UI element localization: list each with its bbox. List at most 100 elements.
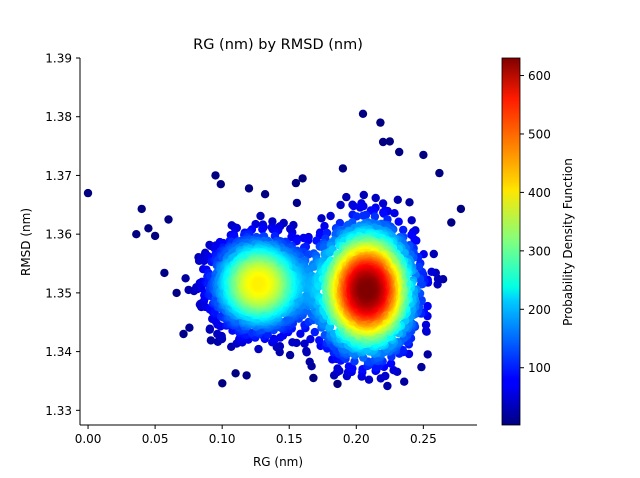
scatter-point — [185, 323, 194, 332]
x-axis-label: RG (nm) — [253, 455, 303, 469]
x-tick-label: 0.00 — [75, 432, 102, 446]
scatter-point — [359, 190, 368, 200]
x-tick-label: 0.25 — [410, 432, 437, 446]
y-axis-label: RMSD (nm) — [19, 208, 33, 276]
scatter-point — [275, 342, 285, 351]
scatter-point — [253, 279, 263, 288]
scatter-point — [326, 211, 335, 221]
scatter-points — [83, 109, 466, 391]
scatter-point — [394, 217, 403, 226]
scatter-point — [400, 377, 409, 386]
x-tick-label: 0.10 — [209, 432, 236, 446]
scatter-point — [333, 379, 342, 389]
scatter-point — [211, 171, 220, 180]
scatter-point — [352, 212, 361, 221]
scatter-point — [305, 357, 314, 366]
colorbar: 100 200 300 400 500 600 Probability Density F… — [501, 57, 575, 426]
scatter-point — [256, 211, 265, 221]
scatter-point — [288, 338, 297, 347]
scatter-point — [359, 211, 368, 220]
scatter-point — [285, 350, 295, 360]
scatter-point — [306, 335, 315, 344]
scatter-point — [456, 204, 466, 214]
scatter-point — [395, 147, 404, 157]
scatter-point — [336, 200, 345, 210]
scatter-point — [421, 326, 431, 336]
scatter-point — [258, 225, 267, 234]
scatter-point — [150, 231, 160, 241]
scatter-point — [344, 362, 354, 371]
scatter-point — [217, 331, 226, 341]
scatter-point — [370, 212, 380, 221]
y-ticks: 1.33 1.34 1.35 1.36 1.37 1.38 1.39 — [45, 52, 80, 418]
scatter-point — [244, 184, 254, 193]
scatter-point — [144, 224, 153, 233]
scatter-point — [376, 118, 385, 127]
colorbar-tick-label: 600 — [528, 69, 551, 83]
scatter-point — [231, 369, 240, 378]
chart-title: RG (nm) by RMSD (nm) — [193, 37, 363, 53]
scatter-point — [427, 267, 436, 276]
scatter-point — [292, 198, 302, 208]
scatter-point — [363, 285, 372, 294]
scatter-point — [386, 359, 396, 368]
scatter-point — [393, 195, 402, 204]
scatter-point — [381, 371, 390, 381]
scatter-point — [383, 381, 392, 391]
scatter-point — [296, 329, 305, 338]
scatter-point — [350, 357, 359, 366]
y-tick-label: 1.37 — [45, 169, 72, 183]
scatter-point — [349, 201, 358, 211]
scatter-point — [342, 192, 351, 202]
scatter-point — [205, 324, 215, 333]
scatter-point — [314, 282, 324, 291]
scatter-point — [206, 336, 216, 345]
scatter-point — [399, 225, 408, 235]
colorbar-tick-label: 400 — [528, 186, 551, 200]
scatter-point — [417, 362, 426, 372]
y-tick-label: 1.34 — [45, 345, 72, 359]
scatter-point — [315, 336, 324, 345]
colorbar-tick-label: 300 — [528, 244, 551, 258]
scatter-point — [291, 178, 301, 188]
scatter-point — [419, 150, 428, 160]
scatter-point — [385, 137, 394, 146]
scatter-point — [407, 216, 416, 225]
scatter-point — [260, 190, 270, 199]
y-tick-label: 1.33 — [45, 404, 72, 418]
scatter-point — [421, 320, 431, 330]
y-tick-label: 1.39 — [45, 52, 72, 66]
scatter-point — [179, 329, 188, 339]
scatter-point — [317, 214, 326, 223]
scatter-point — [83, 188, 93, 198]
scatter-point — [302, 346, 311, 356]
scatter-point — [405, 198, 414, 207]
scatter-point — [435, 168, 444, 178]
y-tick-label: 1.38 — [45, 110, 72, 124]
scatter-point — [423, 350, 432, 359]
scatter-point — [269, 334, 278, 343]
scatter-point — [160, 268, 169, 278]
scatter-point — [414, 262, 424, 272]
x-tick-label: 0.20 — [343, 432, 370, 446]
colorbar-ticks: 100 200 300 400 500 600 — [520, 69, 551, 375]
scatter-point — [137, 204, 146, 214]
scatter-point — [338, 164, 348, 173]
colorbar-tick-label: 500 — [528, 127, 551, 141]
colorbar-tick-label: 200 — [528, 303, 551, 317]
plot-axes — [79, 58, 477, 426]
scatter-point — [378, 137, 388, 147]
scatter-point — [216, 180, 225, 189]
colorbar-tick-label: 100 — [528, 361, 551, 375]
colorbar-label: Probability Density Function — [561, 158, 575, 326]
scatter-point — [429, 249, 438, 259]
scatter-point — [389, 366, 398, 375]
scatter-point — [298, 174, 307, 183]
scatter-point — [254, 344, 263, 354]
scatter-point — [364, 375, 374, 384]
scatter-point — [358, 109, 368, 119]
scatter-point — [320, 221, 329, 231]
scatter-point — [310, 327, 319, 337]
scatter-point — [309, 373, 318, 383]
